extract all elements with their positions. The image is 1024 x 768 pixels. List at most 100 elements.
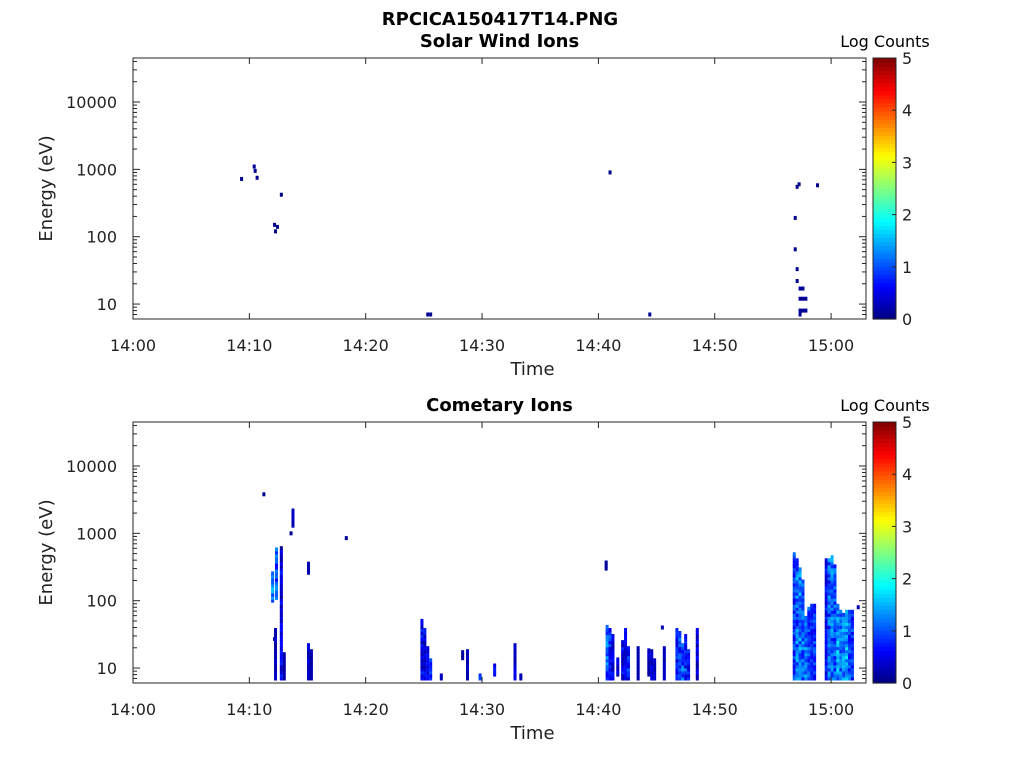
data-cell xyxy=(647,651,651,656)
data-cell xyxy=(795,597,799,602)
data-cell xyxy=(279,573,283,578)
data-cell xyxy=(306,561,310,566)
data-cell xyxy=(824,627,828,632)
data-cell xyxy=(850,658,854,663)
data-cell xyxy=(279,621,283,626)
data-cell xyxy=(792,667,796,672)
data-cell xyxy=(850,661,854,666)
data-cell xyxy=(306,664,310,669)
data-cell xyxy=(807,637,811,642)
colorbar-segment xyxy=(873,634,896,639)
data-cell xyxy=(426,661,430,666)
colorbar-segment xyxy=(873,204,896,210)
colorbar-segment xyxy=(873,115,896,120)
data-cell xyxy=(678,634,682,639)
data-cell xyxy=(833,573,837,578)
x-tick-label: 15:00 xyxy=(808,700,854,719)
data-cell xyxy=(807,612,811,617)
data-cell xyxy=(830,676,834,681)
data-cell xyxy=(839,658,843,663)
data-cell xyxy=(306,643,310,648)
data-cell xyxy=(795,609,799,614)
data-cell xyxy=(684,634,688,639)
data-cell xyxy=(793,215,797,220)
data-cell xyxy=(810,637,814,642)
data-cell xyxy=(792,615,796,620)
data-cell xyxy=(824,579,828,584)
data-cell xyxy=(824,670,828,675)
data-cell xyxy=(824,652,828,657)
colorbar-segment xyxy=(873,560,896,566)
data-cell xyxy=(810,676,814,681)
data-cell xyxy=(810,652,814,657)
data-cell xyxy=(804,634,808,639)
data-cell xyxy=(845,661,849,666)
data-cell xyxy=(662,655,666,660)
x-tick-label: 14:00 xyxy=(110,700,156,719)
data-cell xyxy=(850,631,854,636)
data-cell xyxy=(813,649,817,654)
data-cell xyxy=(827,597,831,602)
data-cell xyxy=(813,606,817,611)
data-cell xyxy=(804,618,808,623)
data-cell xyxy=(845,655,849,660)
data-cell xyxy=(605,640,609,645)
plot-frame xyxy=(132,57,867,320)
data-cell xyxy=(850,624,854,629)
data-cell xyxy=(611,643,615,648)
colorbar-segment xyxy=(873,180,896,186)
data-cell xyxy=(827,579,831,584)
data-cell xyxy=(839,652,843,657)
data-cell xyxy=(801,591,805,596)
colorbar-tick-label: 1 xyxy=(902,258,912,277)
data-cell xyxy=(839,676,843,681)
data-cell xyxy=(845,643,849,648)
colorbar-segment xyxy=(873,78,896,84)
data-cell xyxy=(675,640,679,645)
x-tick-label: 14:10 xyxy=(226,336,272,355)
data-cell xyxy=(513,676,517,681)
data-cell xyxy=(466,670,470,675)
data-cell xyxy=(274,580,278,585)
data-cell xyxy=(650,655,654,660)
colorbar-segment xyxy=(873,540,896,545)
data-cell xyxy=(798,591,802,596)
data-cell xyxy=(842,612,846,617)
data-cell xyxy=(279,612,283,617)
data-cell xyxy=(795,676,799,681)
data-cell xyxy=(675,676,679,681)
data-cell xyxy=(824,594,828,599)
data-cell xyxy=(279,655,283,660)
data-cell xyxy=(274,676,278,681)
data-cell xyxy=(810,609,814,614)
data-cell xyxy=(792,658,796,663)
data-cell xyxy=(695,637,699,642)
data-cell xyxy=(608,658,612,663)
data-cell xyxy=(306,673,310,678)
data-cell xyxy=(279,594,283,599)
data-cell xyxy=(830,673,834,678)
data-cell xyxy=(274,634,278,639)
data-cell xyxy=(513,664,517,669)
data-cell xyxy=(423,673,427,678)
data-cell xyxy=(833,649,837,654)
data-cell xyxy=(621,664,625,669)
data-cell xyxy=(833,664,837,669)
data-cell xyxy=(810,655,814,660)
data-cell xyxy=(423,655,427,660)
data-cell xyxy=(624,676,628,681)
x-tick-label: 15:00 xyxy=(808,336,854,355)
colorbar-segment xyxy=(873,74,896,79)
data-cell xyxy=(798,286,802,291)
data-cell xyxy=(824,576,828,581)
colorbar-segment xyxy=(873,159,896,165)
data-cell xyxy=(839,637,843,642)
colorbar-segment xyxy=(873,184,896,190)
data-cell xyxy=(807,634,811,639)
data-cell xyxy=(848,655,852,660)
panel-title: Cometary Ions xyxy=(426,395,573,416)
data-cell xyxy=(792,597,796,602)
data-cell xyxy=(426,670,430,675)
y-tick-label: 10000 xyxy=(66,93,117,112)
data-cell xyxy=(798,296,802,301)
